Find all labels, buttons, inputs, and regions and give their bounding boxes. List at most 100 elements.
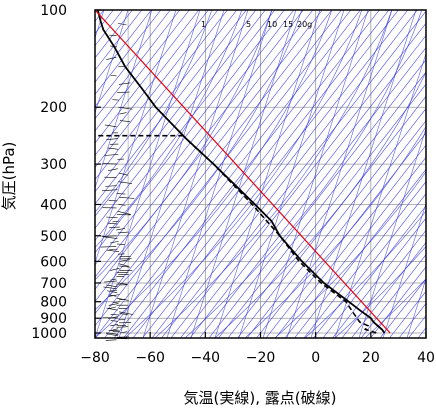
- wind-barb: [108, 316, 118, 319]
- wind-barb: [117, 211, 132, 215]
- skewed-isotherm: [95, 10, 152, 83]
- skewed-isotherm: [227, 83, 426, 338]
- wind-barb: [119, 259, 130, 262]
- skewed-adiabat: [238, 10, 345, 338]
- temperature-profile: [96, 10, 386, 334]
- profiles: [95, 10, 391, 334]
- mixing-ratio-label: 10: [267, 20, 277, 29]
- wind-barb: [108, 294, 120, 297]
- wind-barb: [110, 324, 119, 327]
- wind-barb: [119, 196, 135, 199]
- x-axis-title: 気温(実線), 露点(破線): [184, 389, 337, 407]
- wind-barb: [110, 45, 117, 48]
- skewed-isotherm: [95, 10, 181, 120]
- y-tick-label: 100: [40, 3, 67, 19]
- mixing-ratio-label: 1: [201, 20, 206, 29]
- wind-barb: [103, 286, 117, 290]
- wind-barb: [105, 339, 117, 341]
- wind-barb: [110, 240, 119, 244]
- skewed-isotherm: [95, 10, 295, 266]
- wind-barb: [103, 236, 118, 239]
- moist-adiabat: [214, 71, 426, 338]
- y-tick-label: 600: [40, 254, 67, 270]
- moist-adiabat: [95, 10, 243, 249]
- wind-barb: [110, 267, 120, 271]
- skewed-isotherm: [95, 10, 323, 302]
- wind-barb: [101, 235, 117, 237]
- x-tick-label: −40: [191, 350, 221, 366]
- x-tick-label: 0: [311, 350, 320, 366]
- wind-barbs: [100, 10, 135, 341]
- y-tick-label: 500: [40, 229, 67, 245]
- wind-barb: [110, 75, 117, 77]
- moist-adiabat: [95, 10, 273, 281]
- skewed-adiabat: [142, 10, 249, 338]
- wind-barb: [118, 82, 131, 85]
- wind-barb: [106, 284, 118, 288]
- wind-barb: [106, 138, 119, 140]
- wind-barb: [107, 222, 118, 225]
- mixing-ratio-labels: 1 5 10 15 20g: [201, 20, 312, 29]
- wind-barb: [119, 112, 127, 115]
- moist-adiabat: [124, 10, 363, 338]
- wind-barb: [116, 228, 126, 231]
- wind-barb: [105, 185, 117, 187]
- skewed-isotherm: [95, 10, 276, 242]
- wind-barb: [106, 56, 117, 60]
- wind-barb: [119, 313, 128, 316]
- skewed-adiabat: [262, 10, 369, 338]
- skewed-isotherm: [113, 10, 371, 338]
- wind-barb: [116, 193, 126, 195]
- wind-barb: [101, 189, 118, 192]
- wind-barb: [118, 66, 125, 68]
- skewed-adiabat: [334, 52, 426, 338]
- skewed-isotherm: [284, 156, 426, 338]
- wind-barb: [109, 226, 120, 228]
- wind-barb: [108, 306, 117, 310]
- skewed-isolines: [95, 10, 426, 338]
- x-tick-label: 20: [362, 350, 380, 366]
- wind-barb: [119, 331, 128, 334]
- wind-barb: [110, 320, 118, 322]
- y-tick-label: 400: [40, 197, 67, 213]
- skewed-isotherm: [95, 10, 143, 71]
- moist-adiabat: [154, 10, 393, 338]
- wind-barb: [117, 282, 128, 285]
- skewed-adiabat: [310, 10, 417, 338]
- skewed-isotherm: [132, 10, 390, 338]
- skewed-isotherm: [275, 144, 426, 338]
- skewed-isotherm: [313, 193, 426, 338]
- wind-barb: [107, 147, 119, 150]
- skewed-isotherm: [246, 108, 426, 338]
- skewed-isotherm: [265, 132, 426, 338]
- moist-adiabat: [274, 171, 426, 338]
- wind-barb: [118, 106, 133, 110]
- moist-adiabat: [184, 10, 423, 338]
- x-tick-label: −80: [80, 350, 110, 366]
- skewed-isotherm: [142, 10, 399, 338]
- wind-barb: [119, 120, 131, 122]
- wind-barb: [102, 163, 118, 165]
- reference-line: [95, 10, 391, 334]
- y-tick-label: 300: [40, 157, 67, 173]
- skewed-isotherm: [379, 278, 426, 338]
- wind-barb: [106, 307, 118, 311]
- x-tick-label: 40: [417, 350, 435, 366]
- skewed-isotherm: [341, 229, 426, 338]
- skewed-isotherm: [95, 10, 171, 108]
- wind-barb: [118, 181, 132, 184]
- skewed-isotherm: [161, 10, 418, 338]
- dewpoint-profile: [182, 135, 377, 334]
- y-tick-label: 900: [40, 311, 67, 327]
- skewed-adiabat: [190, 10, 297, 338]
- wind-barb: [108, 168, 118, 171]
- wind-barb: [110, 313, 120, 316]
- skewed-isotherm: [95, 10, 266, 229]
- y-tick-label: 800: [40, 295, 67, 311]
- moist-adiabat: [364, 278, 426, 338]
- wind-barb: [110, 278, 117, 281]
- skewed-isotherm: [95, 10, 257, 217]
- skewed-isotherm: [256, 120, 426, 338]
